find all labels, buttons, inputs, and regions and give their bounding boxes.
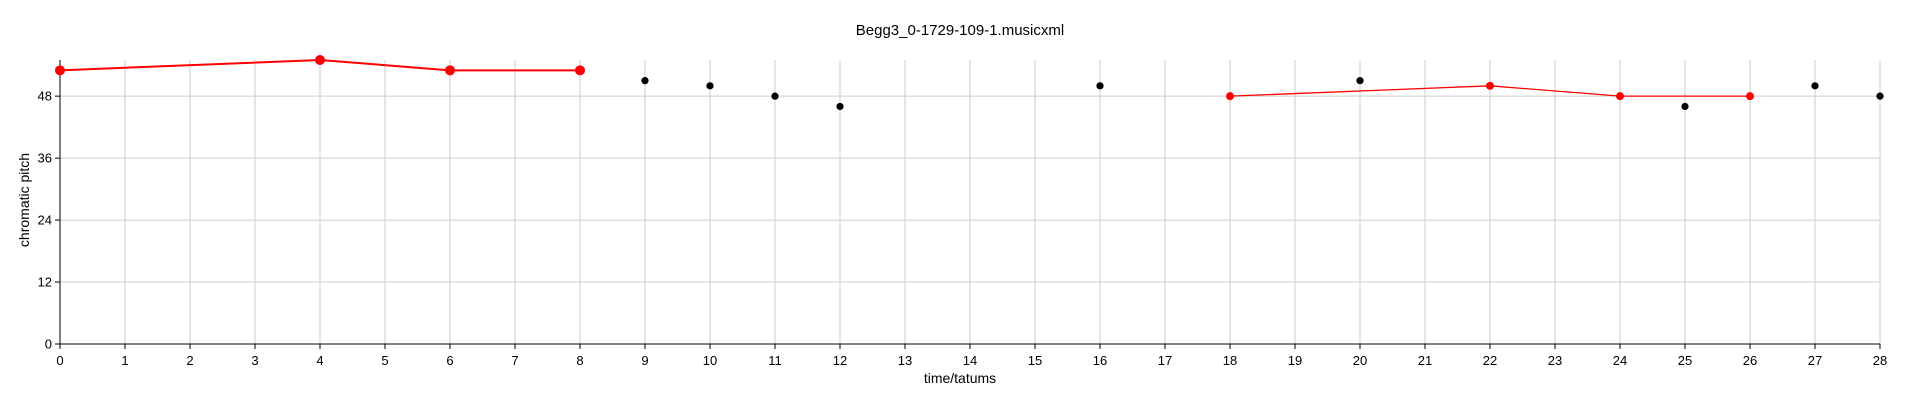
x-tick-label: 7: [511, 353, 518, 368]
x-tick-label: 4: [316, 353, 323, 368]
chart-title: Begg3_0-1729-109-1.musicxml: [855, 22, 1065, 39]
x-tick-label: 19: [1288, 353, 1302, 368]
x-tick-label: 24: [1613, 353, 1627, 368]
x-tick-label: 5: [381, 353, 388, 368]
data-point: [1681, 102, 1689, 111]
y-tick-label: 12: [38, 275, 52, 290]
x-tick-label: 22: [1483, 353, 1497, 368]
data-point: [1616, 92, 1624, 101]
x-tick-label: 10: [703, 353, 717, 368]
data-point: [706, 82, 714, 90]
x-tick-label: 17: [1158, 353, 1172, 368]
x-tick-label: 14: [963, 353, 977, 368]
x-tick-label: 25: [1678, 353, 1692, 368]
y-axis-label: chromatic pitch: [16, 152, 32, 248]
data-point: [1226, 92, 1234, 101]
data-point: [445, 65, 455, 76]
x-tick-label: 27: [1808, 353, 1822, 368]
x-tick-label: 0: [56, 353, 63, 368]
data-point: [1356, 77, 1364, 85]
x-tick-label: 16: [1093, 353, 1107, 368]
series-2-line: [1229, 85, 1750, 97]
x-axis-label: time/tatums: [923, 370, 997, 386]
y-tick-label: 36: [38, 151, 52, 166]
y-tick-label: 0: [45, 337, 52, 352]
x-tick-label: 12: [833, 353, 847, 368]
data-point: [641, 77, 649, 85]
data-point: [1486, 81, 1494, 90]
x-tick-label: 28: [1873, 353, 1887, 368]
x-tick-label: 1: [121, 353, 128, 368]
series-0-line: [59, 58, 580, 72]
x-tick-label: 3: [251, 353, 258, 368]
y-tick-label: 48: [38, 89, 52, 104]
data-point: [315, 55, 325, 65]
x-tick-label: 20: [1353, 353, 1367, 368]
x-tick-label: 2: [186, 353, 193, 368]
data-point: [1811, 82, 1819, 90]
data-point: [771, 92, 779, 100]
data-point: [55, 65, 65, 76]
data-point: [836, 102, 844, 111]
x-tick-label: 8: [576, 353, 583, 368]
x-tick-label: 11: [768, 353, 782, 368]
x-tick-label: 18: [1223, 353, 1237, 368]
x-tick-label: 6: [446, 353, 453, 368]
x-tick-label: 26: [1743, 353, 1757, 368]
x-tick-label: 23: [1548, 353, 1562, 368]
data-point: [1096, 82, 1104, 90]
x-tick-label: 15: [1028, 353, 1042, 368]
data-point: [1876, 92, 1884, 100]
data-point: [575, 65, 585, 76]
x-tick-label: 13: [898, 353, 912, 368]
data-point: [1746, 92, 1754, 101]
x-tick-label: 9: [641, 353, 648, 368]
x-tick-label: 21: [1418, 353, 1432, 368]
y-tick-label: 24: [38, 213, 52, 228]
